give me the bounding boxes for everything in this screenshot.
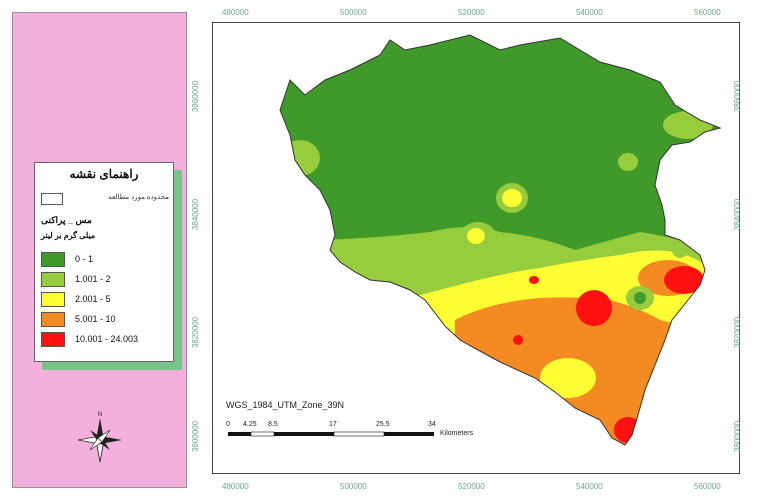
class-zone-0-1 (634, 292, 646, 304)
legend-class-label: 5.001 - 10 (75, 314, 116, 324)
scale-label: 34 (428, 421, 436, 428)
legend-title: راهنمای نقشه (69, 167, 139, 181)
legend-class-row: 5.001 - 10 (41, 311, 171, 329)
y-tick-label-left: 3840000 (191, 198, 201, 231)
legend-class-label: 1.001 - 2 (75, 274, 111, 284)
map-legend: راهنمای نقشه محدوده مورد مطالعه مس _ پرا… (34, 162, 174, 362)
x-tick-label-top: 480000 (222, 8, 249, 17)
y-tick-label-right: 3840000 (733, 198, 743, 231)
x-tick-label-bottom: 520000 (458, 482, 485, 491)
variable-unit: میلی گرم بر لیتر (41, 231, 96, 240)
scale-label: 8.5 (268, 421, 278, 428)
x-tick-label-bottom: 560000 (694, 482, 721, 491)
study-area-swatch (41, 193, 63, 205)
class-zone-1-2 (672, 242, 688, 258)
study-area-label: محدوده مورد مطالعه (108, 194, 169, 201)
study-area-boundary (279, 34, 722, 446)
legend-class-row: 1.001 - 2 (41, 271, 171, 289)
class-zone-10-24 (664, 266, 704, 294)
x-tick-label-bottom: 540000 (576, 482, 603, 491)
y-tick-label-left: 3860000 (191, 80, 201, 113)
scale-units-label: Kilometers (440, 430, 474, 437)
x-tick-label-top: 560000 (694, 8, 721, 17)
legend-swatch (41, 272, 65, 287)
projection-label: WGS_1984_UTM_Zone_39N (226, 400, 345, 410)
north-label: N (98, 412, 102, 418)
legend-swatch (41, 312, 65, 327)
scale-label: 25.5 (376, 421, 390, 428)
legend-swatch (41, 252, 65, 267)
class-zone-2-5 (467, 228, 485, 244)
x-tick-label-bottom: 500000 (340, 482, 367, 491)
study-area-row: محدوده مورد مطالعه (41, 191, 169, 207)
class-zone-1-2 (618, 153, 638, 171)
class-zone-10-24 (576, 290, 612, 326)
x-tick-label-bottom: 480000 (222, 482, 249, 491)
scale-label: 4.25 (243, 421, 257, 428)
class-zone-10-24 (529, 276, 539, 284)
class-zone-10-24 (513, 335, 523, 345)
x-tick-label-top: 540000 (576, 8, 603, 17)
class-zone-10-24 (614, 417, 642, 443)
y-tick-label-left: 3800000 (191, 420, 201, 453)
scale-label: 0 (226, 421, 230, 428)
y-tick-label-right: 3820000 (733, 316, 743, 349)
legend-swatch (41, 332, 65, 347)
class-zone-2-5 (502, 189, 522, 207)
class-zone-1-2 (280, 140, 320, 176)
class-zone-1-2 (663, 111, 713, 139)
x-tick-label-top: 500000 (340, 8, 367, 17)
legend-class-row: 2.001 - 5 (41, 291, 171, 309)
class-zone-2-5 (540, 358, 596, 398)
legend-class-row: 10.001 - 24.003 (41, 331, 171, 349)
legend-class-label: 2.001 - 5 (75, 294, 111, 304)
variable-title: مس _ پراکنی (41, 215, 92, 225)
north-arrow-icon: N (77, 412, 122, 463)
legend-class-row: 0 - 1 (41, 251, 171, 269)
y-tick-label-left: 3820000 (191, 316, 201, 349)
legend-swatch (41, 292, 65, 307)
legend-class-label: 0 - 1 (75, 254, 94, 264)
scale-label: 17 (329, 421, 337, 428)
y-tick-label-right: 3800000 (733, 420, 743, 453)
y-tick-label-right: 3860000 (733, 80, 743, 113)
legend-class-label: 10.001 - 24.003 (75, 334, 139, 344)
x-tick-label-top: 520000 (458, 8, 485, 17)
scale-bar (228, 431, 434, 437)
